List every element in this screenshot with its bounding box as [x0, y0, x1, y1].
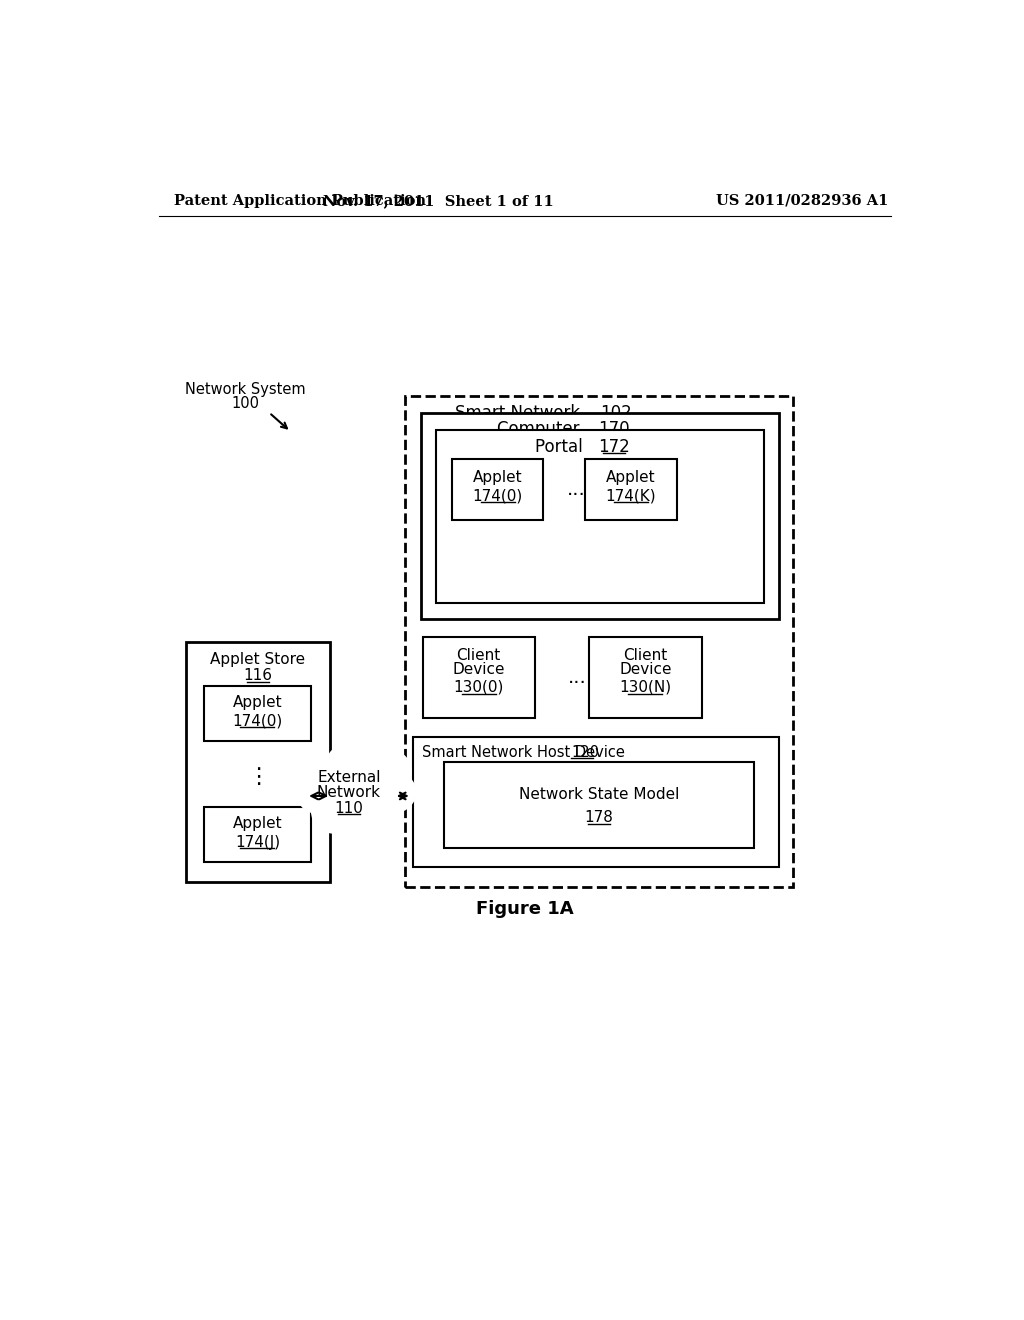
Text: Applet: Applet: [232, 816, 283, 832]
FancyBboxPatch shape: [421, 412, 779, 619]
Text: Device: Device: [620, 663, 672, 677]
Text: ⋮: ⋮: [247, 767, 269, 787]
FancyBboxPatch shape: [444, 762, 755, 849]
Text: Network System: Network System: [185, 381, 306, 397]
Text: Client: Client: [624, 648, 668, 663]
Text: 178: 178: [585, 810, 613, 825]
Text: Network State Model: Network State Model: [519, 787, 679, 803]
Text: 170: 170: [598, 421, 630, 438]
FancyBboxPatch shape: [406, 396, 793, 887]
Text: Applet: Applet: [473, 470, 522, 484]
Text: 100: 100: [231, 396, 260, 411]
FancyBboxPatch shape: [436, 430, 764, 603]
FancyBboxPatch shape: [589, 638, 701, 718]
Circle shape: [311, 789, 355, 833]
Text: Nov. 17, 2011  Sheet 1 of 11: Nov. 17, 2011 Sheet 1 of 11: [323, 194, 553, 207]
Text: Applet: Applet: [232, 696, 283, 710]
FancyBboxPatch shape: [423, 638, 535, 718]
Text: Applet: Applet: [606, 470, 655, 484]
Text: 110: 110: [335, 801, 364, 816]
Text: ...: ...: [566, 480, 586, 499]
FancyBboxPatch shape: [204, 807, 311, 862]
Text: Network: Network: [316, 784, 381, 800]
Text: Device: Device: [453, 663, 505, 677]
FancyBboxPatch shape: [414, 738, 779, 867]
FancyBboxPatch shape: [186, 642, 330, 882]
Text: Portal: Portal: [535, 438, 588, 457]
Text: Smart Network Host Device: Smart Network Host Device: [423, 746, 630, 760]
Text: 174(0): 174(0): [472, 488, 523, 503]
Text: 116: 116: [244, 668, 272, 684]
Text: Patent Application Publication: Patent Application Publication: [174, 194, 427, 207]
Circle shape: [375, 772, 416, 812]
Text: 102: 102: [600, 404, 632, 421]
Text: 174(K): 174(K): [605, 488, 656, 503]
Circle shape: [338, 799, 378, 840]
Text: Client: Client: [457, 648, 501, 663]
Text: 130(N): 130(N): [620, 680, 672, 694]
Circle shape: [326, 743, 372, 789]
Text: Computer: Computer: [497, 421, 585, 438]
Text: 174(0): 174(0): [232, 714, 283, 729]
Text: 174(J): 174(J): [234, 834, 280, 850]
Circle shape: [359, 789, 403, 833]
Circle shape: [298, 776, 335, 813]
Text: External: External: [317, 770, 381, 785]
Text: Smart Network: Smart Network: [455, 404, 586, 421]
FancyBboxPatch shape: [204, 686, 311, 742]
Circle shape: [304, 755, 344, 795]
Text: US 2011/0282936 A1: US 2011/0282936 A1: [716, 194, 889, 207]
Text: 172: 172: [598, 438, 630, 457]
Text: Figure 1A: Figure 1A: [476, 900, 573, 919]
Text: 130(0): 130(0): [454, 680, 504, 694]
Circle shape: [368, 750, 411, 793]
Circle shape: [322, 762, 376, 816]
FancyBboxPatch shape: [452, 459, 544, 520]
FancyBboxPatch shape: [586, 459, 677, 520]
Circle shape: [350, 739, 391, 779]
Text: Applet Store: Applet Store: [210, 652, 305, 667]
Text: ...: ...: [568, 668, 587, 686]
Text: 120: 120: [571, 746, 599, 760]
